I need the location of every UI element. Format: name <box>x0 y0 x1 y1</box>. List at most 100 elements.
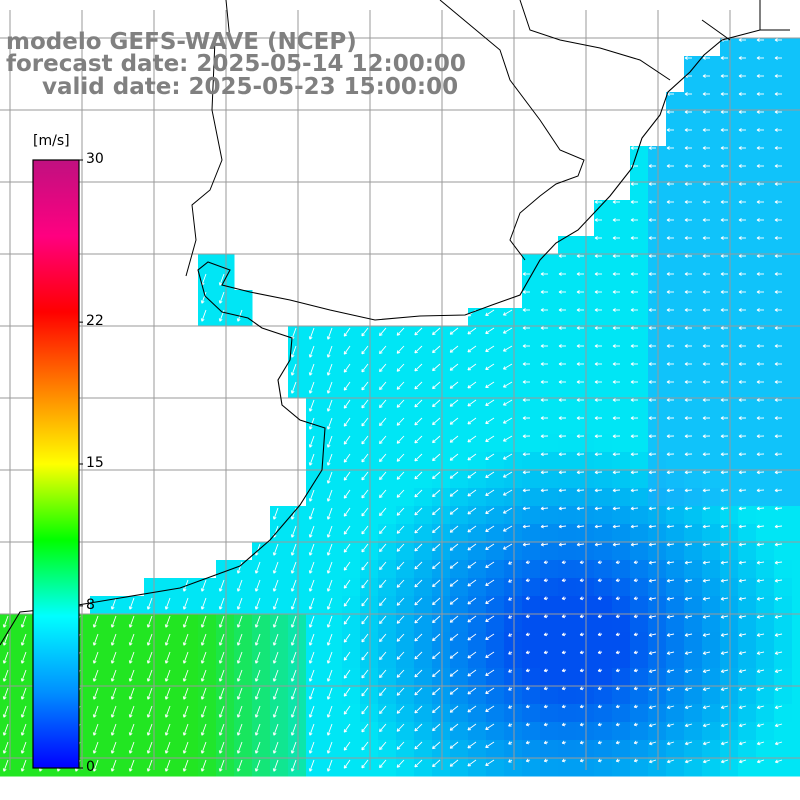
wind-arrow <box>720 218 728 222</box>
wind-arrow <box>508 723 513 727</box>
wind-arrow <box>396 669 405 678</box>
wind-arrow <box>396 687 405 696</box>
wind-arrow <box>774 362 782 366</box>
wind-arrow <box>467 741 477 749</box>
wind-arrow <box>558 326 566 330</box>
wind-arrow <box>594 488 603 493</box>
wind-arrow <box>756 452 765 457</box>
wind-arrow <box>414 579 423 588</box>
wind-arrow <box>540 362 548 366</box>
wind-arrow <box>326 363 333 376</box>
wind-arrow <box>110 651 117 664</box>
wind-arrow <box>543 686 549 691</box>
wind-arrow <box>254 597 261 610</box>
wind-arrow <box>756 362 764 366</box>
wind-arrow <box>379 471 387 481</box>
wind-arrow <box>720 290 728 294</box>
wind-arrow <box>326 417 333 430</box>
wind-arrow <box>503 489 513 496</box>
wind-arrow <box>485 471 495 478</box>
wind-arrow <box>290 633 297 646</box>
wind-arrow <box>508 687 513 691</box>
wind-arrow <box>414 435 423 444</box>
wind-arrow <box>449 651 459 659</box>
wind-arrow <box>702 362 710 366</box>
wind-arrow <box>576 362 584 366</box>
wind-arrow <box>579 560 585 565</box>
wind-arrow <box>308 705 315 718</box>
wind-arrow <box>396 723 405 732</box>
wind-arrow <box>361 651 369 661</box>
wind-arrow <box>503 381 513 388</box>
wind-arrow <box>720 92 728 96</box>
wind-arrow <box>326 327 333 340</box>
wind-arrow <box>561 614 567 619</box>
wind-arrow <box>485 651 495 658</box>
wind-arrow <box>20 687 27 700</box>
wind-arrow <box>20 669 27 682</box>
wind-arrow <box>414 597 423 606</box>
wind-arrow <box>684 236 692 240</box>
wind-arrow <box>666 110 674 114</box>
wind-arrow <box>612 272 620 276</box>
wind-arrow <box>738 614 747 619</box>
wind-arrow <box>774 56 782 60</box>
wind-arrow <box>597 578 603 583</box>
wind-arrow <box>612 380 620 384</box>
wind-arrow <box>110 615 117 628</box>
wind-arrow <box>756 74 764 78</box>
wind-arrow <box>720 687 729 692</box>
wind-arrow <box>648 218 656 222</box>
wind-arrow <box>561 560 567 565</box>
wind-arrow <box>738 416 747 421</box>
wind-arrow <box>540 542 549 547</box>
wind-arrow <box>485 633 495 640</box>
wind-arrow <box>615 740 621 745</box>
wind-arrow <box>361 597 369 607</box>
wind-arrow <box>128 615 135 628</box>
wind-arrow <box>414 327 423 336</box>
wind-arrow <box>467 399 477 407</box>
wind-arrow <box>702 56 710 60</box>
wind-arrow <box>648 488 657 493</box>
wind-arrow <box>525 686 531 691</box>
wind-arrow <box>361 399 369 409</box>
wind-arrow <box>272 723 279 736</box>
wind-arrow <box>128 633 135 646</box>
wind-arrow <box>326 633 333 646</box>
wind-arrow <box>485 597 495 604</box>
wind-arrow <box>200 705 207 718</box>
wind-arrow <box>774 560 783 565</box>
wind-arrow <box>615 614 621 619</box>
wind-arrow <box>720 741 729 746</box>
wind-arrow <box>756 92 764 96</box>
wind-arrow <box>648 542 657 547</box>
wind-arrow <box>594 272 602 276</box>
wind-arrow <box>218 669 225 682</box>
wind-arrow <box>449 687 459 695</box>
wind-arrow <box>128 723 135 736</box>
wind-arrow <box>615 686 621 691</box>
wind-arrow <box>558 488 567 493</box>
wind-arrow <box>720 254 728 258</box>
wind-arrow <box>648 326 656 330</box>
wind-arrow <box>379 345 387 355</box>
wind-arrow <box>508 741 513 745</box>
wind-arrow <box>467 345 477 353</box>
wind-arrow <box>756 705 765 710</box>
wind-arrow <box>308 507 315 520</box>
wind-arrow <box>379 381 387 391</box>
wind-arrow <box>308 399 315 412</box>
wind-arrow <box>633 704 639 709</box>
wind-arrow <box>756 542 765 547</box>
wind-arrow <box>467 489 477 497</box>
wind-arrow <box>236 579 243 592</box>
wind-arrow <box>738 542 747 547</box>
wind-arrow <box>666 272 674 276</box>
wind-arrow <box>615 578 621 583</box>
wind-arrow <box>343 561 351 571</box>
wind-arrow <box>396 525 405 534</box>
wind-arrow <box>738 596 747 601</box>
wind-arrow <box>648 741 657 746</box>
wind-arrow <box>774 218 782 222</box>
